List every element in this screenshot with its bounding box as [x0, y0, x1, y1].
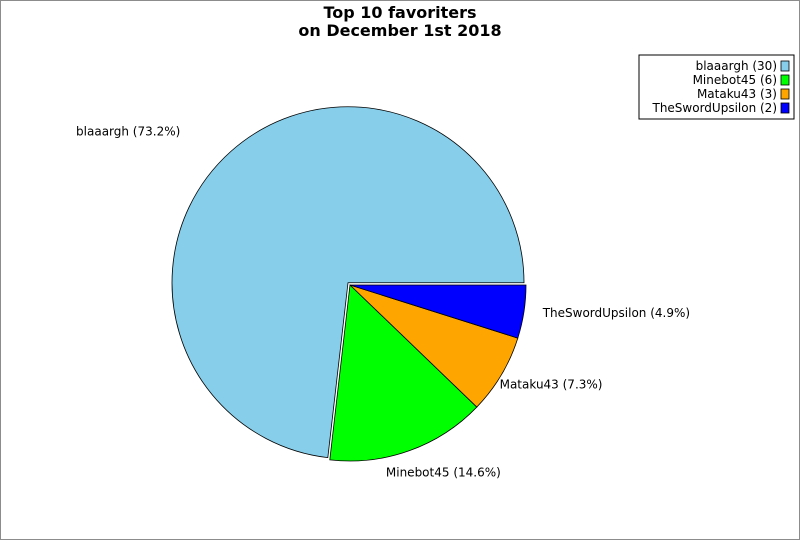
legend-swatch-theswordupsilon [780, 102, 790, 114]
pie-slice-blaaargh [171, 106, 525, 459]
pie-slice-minebot45 [329, 284, 478, 462]
slice-label-blaaargh: blaaargh (73.2%) [76, 124, 180, 138]
legend-swatch-minebot45 [780, 74, 790, 86]
slice-label-mataku43: Mataku43 (7.3%) [500, 378, 603, 392]
legend: blaaargh (30)Minebot45 (6)Mataku43 (3)Th… [638, 54, 795, 120]
pie-slices [171, 106, 527, 462]
legend-label-mataku43: Mataku43 (3) [697, 87, 777, 101]
chart-title: Top 10 favoriters on December 1st 2018 [298, 3, 501, 40]
legend-box [638, 54, 795, 120]
legend-swatch-blaaargh [780, 60, 790, 72]
legend-label-minebot45: Minebot45 (6) [693, 73, 777, 87]
legend-label-blaaargh: blaaargh (30) [696, 59, 777, 73]
pie-slice-theswordupsilon [349, 284, 527, 339]
pie-labels: blaaargh (73.2%) Minebot45 (14.6%) Mataku4… [76, 124, 690, 479]
legend-label-theswordupsilon: TheSwordUpsilon (2) [651, 101, 777, 115]
legend-swatch-mataku43 [780, 88, 790, 100]
chart-title-line-1: Top 10 favoriters [323, 3, 476, 22]
slice-label-minebot45: Minebot45 (14.6%) [386, 466, 501, 480]
chart-title-line-2: on December 1st 2018 [298, 21, 501, 40]
slice-label-theswordupsilon: TheSwordUpsilon (4.9%) [542, 306, 690, 320]
